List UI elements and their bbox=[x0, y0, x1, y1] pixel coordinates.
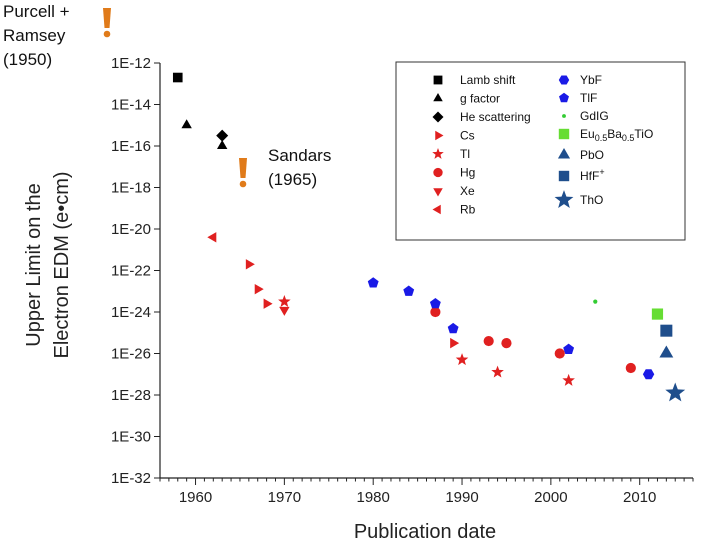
data-point-g-factor bbox=[216, 140, 228, 149]
legend-marker-eu0-5ba0-5tio bbox=[558, 128, 570, 140]
legend-marker-tl bbox=[432, 147, 444, 159]
legend-label: YbF bbox=[580, 73, 602, 87]
x-tick-label: 1970 bbox=[268, 489, 301, 506]
data-point-tl bbox=[278, 295, 291, 307]
legend-label: Cs bbox=[460, 129, 475, 143]
data-point-cs bbox=[254, 283, 264, 295]
data-point-eu0-5ba0-5tio bbox=[651, 308, 664, 320]
data-point-cs bbox=[263, 298, 273, 309]
data-point-hg bbox=[501, 338, 512, 349]
legend-marker-hff bbox=[558, 170, 570, 182]
legend-marker-hg bbox=[433, 167, 443, 178]
legend-label: Xe bbox=[460, 184, 475, 198]
y-axis-label-line1: Upper Limit on the bbox=[23, 183, 45, 346]
x-tick-label: 1980 bbox=[357, 489, 390, 506]
y-tick-label: 1E-22 bbox=[111, 263, 151, 280]
data-point-tlf bbox=[429, 298, 441, 309]
legend-label: g factor bbox=[460, 92, 500, 106]
data-point-gdig bbox=[593, 299, 598, 304]
legend-label: GdIG bbox=[580, 109, 609, 123]
data-point-hg bbox=[625, 362, 636, 374]
legend-label: He scattering bbox=[460, 110, 531, 124]
legend-label: Rb bbox=[460, 203, 476, 217]
annotation-1: Purcell + Ramsey (1950) bbox=[3, 2, 111, 69]
legend-marker-gdig bbox=[562, 114, 566, 118]
data-point-ybf bbox=[642, 369, 655, 380]
annotation-text: Purcell + bbox=[3, 2, 70, 21]
annotation-2: Sandars (1965) bbox=[239, 146, 331, 189]
legend-label: Lamb shift bbox=[460, 73, 516, 87]
data-point-rb bbox=[207, 232, 217, 243]
y-tick-label: 1E-12 bbox=[111, 55, 151, 72]
legend-marker-he-scattering bbox=[432, 111, 444, 123]
legend-marker-tlf bbox=[559, 92, 569, 103]
annotations: Purcell + Ramsey (1950) Sandars (1965) bbox=[3, 2, 331, 189]
x-tick-label: 2010 bbox=[623, 489, 656, 506]
data-point-hg bbox=[554, 348, 565, 359]
x-tick-label: 2000 bbox=[534, 489, 567, 506]
x-axis-label: Publication date bbox=[354, 521, 496, 543]
data-point-hg bbox=[430, 306, 441, 318]
legend-marker-ybf bbox=[558, 75, 570, 85]
data-point-tlf bbox=[403, 285, 415, 296]
data-point-he-scattering bbox=[216, 129, 229, 142]
y-tick-label: 1E-26 bbox=[111, 346, 151, 363]
data-points bbox=[172, 72, 686, 402]
data-point-cs bbox=[450, 337, 460, 349]
exclamation-icon bbox=[239, 158, 247, 188]
legend-label: PbO bbox=[580, 148, 604, 162]
legend-label: Hg bbox=[460, 166, 475, 180]
x-tick-label: 1990 bbox=[445, 489, 478, 506]
legend-marker-g-factor bbox=[433, 93, 443, 102]
legend-marker-rb bbox=[432, 204, 441, 215]
data-point-tl bbox=[491, 365, 504, 378]
legend-label: TlF bbox=[580, 91, 597, 105]
y-tick-label: 1E-32 bbox=[111, 470, 151, 487]
x-tick-label: 1960 bbox=[179, 489, 212, 506]
y-axis-ticks: 1E-12 1E-14 1E-16 1E-18 1E-20 1E-22 1E-24 1E-26… bbox=[111, 55, 160, 487]
y-tick-label: 1E-16 bbox=[111, 138, 151, 155]
legend: Lamb shift g factor He scattering Cs Tl Hg Xe R… bbox=[395, 61, 686, 241]
legend-label: Tl bbox=[460, 147, 470, 161]
legend-marker-pbo bbox=[557, 148, 571, 159]
data-point-cs bbox=[245, 259, 255, 270]
legend-marker-lamb-shift bbox=[433, 75, 443, 85]
annotation-text: (1965) bbox=[268, 170, 317, 189]
data-point-hff bbox=[660, 324, 673, 337]
data-point-tl bbox=[562, 373, 575, 386]
legend-box bbox=[395, 61, 686, 241]
y-tick-label: 1E-18 bbox=[111, 180, 151, 197]
data-point-tlf bbox=[563, 343, 575, 354]
exclamation-icon bbox=[103, 8, 111, 38]
data-point-lamb-shift bbox=[172, 72, 183, 83]
legend-label: ThO bbox=[580, 193, 603, 207]
legend-marker-cs bbox=[435, 130, 444, 141]
x-axis-ticks: 1960 1970 1980 1990 2000 2010 bbox=[159, 478, 694, 506]
y-axis-label-line2: Electron EDM (e•cm) bbox=[51, 171, 73, 358]
y-tick-label: 1E-20 bbox=[111, 221, 151, 238]
data-point-tl bbox=[455, 353, 469, 366]
data-point-hg bbox=[483, 335, 494, 347]
legend-marker-xe bbox=[433, 188, 443, 197]
data-point-g-factor bbox=[181, 119, 192, 129]
y-tick-label: 1E-30 bbox=[111, 429, 151, 446]
y-tick-label: 1E-28 bbox=[111, 387, 151, 404]
legend-label: Eu0.5Ba0.5TiO bbox=[580, 127, 653, 143]
annotation-text: Ramsey bbox=[3, 26, 66, 45]
y-tick-label: 1E-14 bbox=[111, 97, 151, 114]
data-point-xe bbox=[279, 306, 290, 316]
data-point-tho bbox=[665, 382, 686, 402]
legend-marker-tho bbox=[554, 190, 574, 209]
data-point-pbo bbox=[659, 345, 674, 358]
data-point-tlf bbox=[367, 277, 379, 288]
annotation-text: (1950) bbox=[3, 50, 52, 69]
annotation-text: Sandars bbox=[268, 146, 331, 165]
data-point-tlf bbox=[447, 322, 459, 334]
legend-label: HfF+ bbox=[580, 167, 605, 183]
y-tick-label: 1E-24 bbox=[111, 304, 151, 321]
